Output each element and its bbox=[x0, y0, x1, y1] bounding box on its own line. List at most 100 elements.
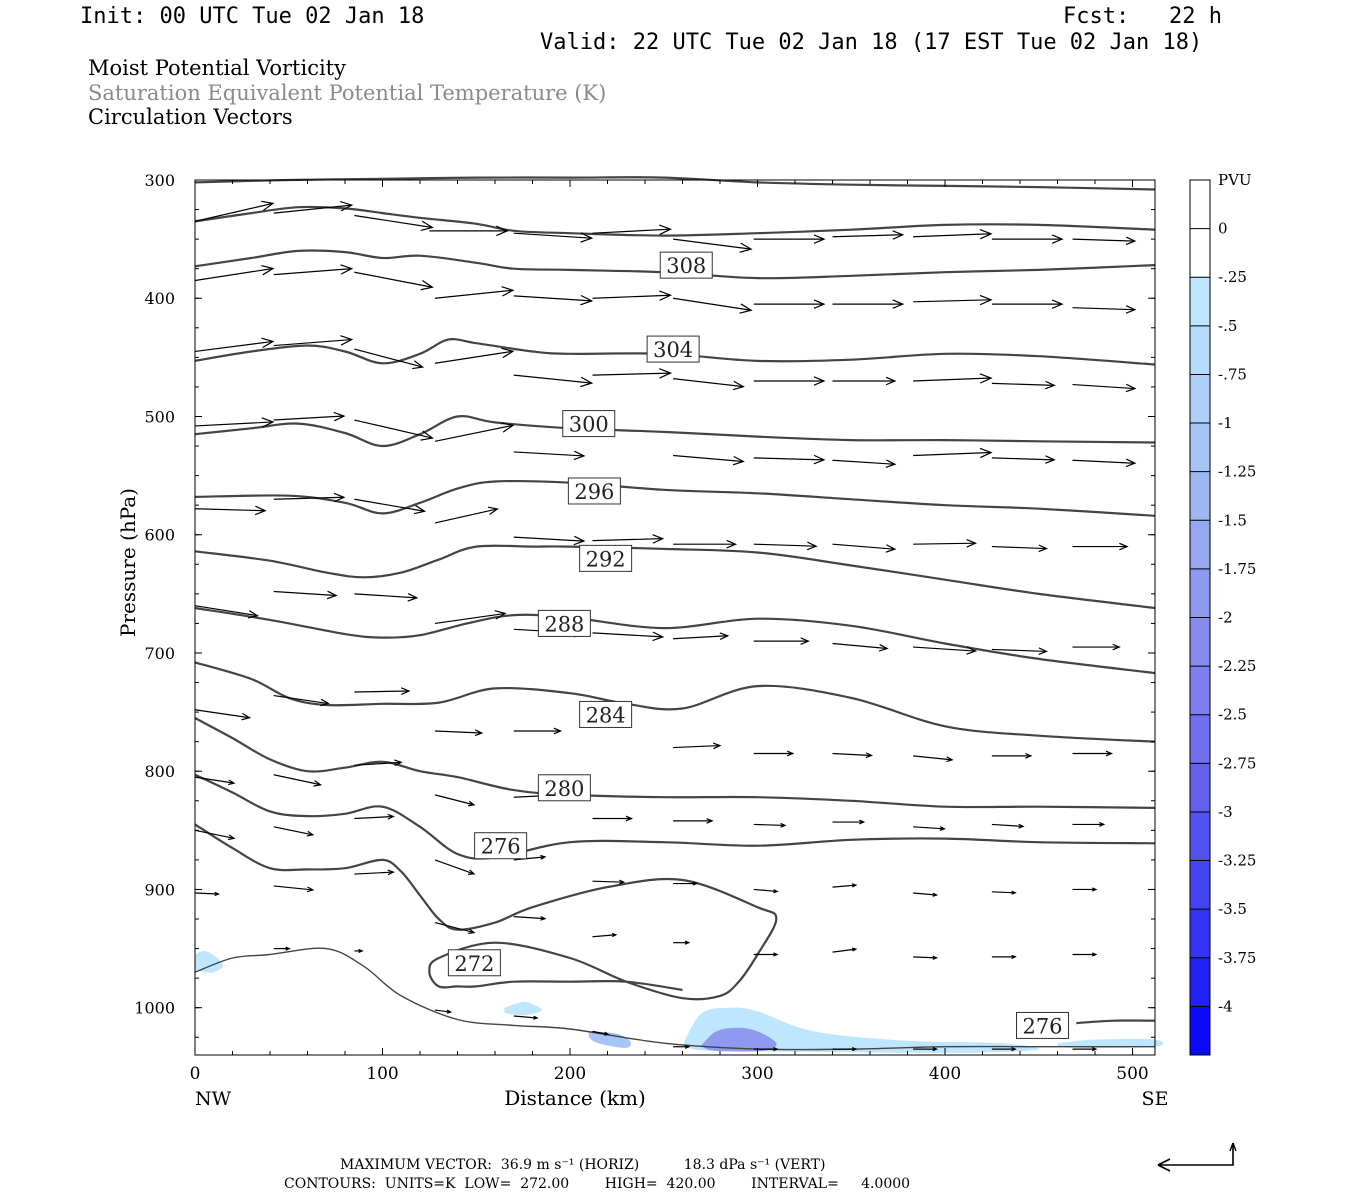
circulation-vector bbox=[592, 815, 634, 822]
circulation-vector bbox=[592, 534, 665, 544]
circulation-vector bbox=[832, 376, 897, 386]
y-tick-label: 400 bbox=[144, 289, 175, 308]
colorbar-swatch bbox=[1190, 228, 1210, 278]
circulation-vector bbox=[273, 885, 315, 893]
forecast-hour: Fcst: 22 h bbox=[1063, 4, 1222, 29]
y-axis-title: Pressure (hPa) bbox=[116, 488, 140, 637]
circulation-vector bbox=[194, 829, 236, 841]
circulation-vector bbox=[434, 794, 476, 807]
circulation-vector bbox=[354, 419, 434, 441]
circulation-vector bbox=[434, 1009, 453, 1014]
circulation-vector bbox=[913, 228, 993, 240]
circulation-vector bbox=[434, 347, 515, 364]
circulation-vector bbox=[354, 271, 434, 291]
colorbar-level-label: -4 bbox=[1218, 997, 1233, 1015]
circulation-vector bbox=[513, 1015, 539, 1020]
colorbar: PVU 0 -.25 -.5 -.75 -1 -1.25 -1.5 -1.75 -2 -2.25 -2… bbox=[1189, 171, 1256, 1056]
circulation-vector bbox=[194, 200, 275, 222]
circulation-vector bbox=[513, 374, 594, 388]
circulation-vector bbox=[1072, 750, 1114, 757]
circulation-vector bbox=[673, 742, 722, 750]
theta-es-contour-280 bbox=[194, 717, 1156, 809]
colorbar-swatch bbox=[1190, 957, 1210, 1007]
circulation-vector bbox=[753, 952, 779, 957]
circulation-vector bbox=[991, 752, 1033, 759]
circulation-vector bbox=[592, 932, 618, 938]
circulation-vector bbox=[513, 727, 563, 735]
colorbar-level-label: -.5 bbox=[1218, 317, 1237, 335]
circulation-vector bbox=[513, 294, 594, 306]
circulation-vector bbox=[273, 264, 354, 276]
colorbar-level-label: -.75 bbox=[1218, 365, 1247, 383]
circulation-vector bbox=[753, 299, 826, 309]
circulation-vector bbox=[753, 376, 826, 386]
contour-label: 308 bbox=[666, 254, 706, 278]
theta-es-contour-312 bbox=[194, 176, 1156, 191]
colorbar-swatch bbox=[1190, 714, 1210, 764]
circulation-vector bbox=[513, 535, 586, 546]
theta-es-contour-296 bbox=[194, 479, 1156, 517]
colorbar-swatch bbox=[1190, 860, 1210, 910]
circulation-vector bbox=[913, 892, 939, 897]
circulation-vector bbox=[273, 590, 338, 600]
circulation-vector bbox=[673, 454, 745, 466]
circulation-vector bbox=[1072, 1046, 1098, 1052]
circulation-vector bbox=[354, 593, 419, 602]
circulation-vector bbox=[434, 422, 515, 442]
colorbar-swatch bbox=[1190, 666, 1210, 716]
circulation-vector bbox=[1072, 305, 1137, 314]
pv-patch-1 bbox=[504, 1001, 542, 1016]
se-label: SE bbox=[1142, 1088, 1169, 1110]
circulation-vector bbox=[1072, 458, 1137, 468]
valid-time: Valid: 22 UTC Tue 02 Jan 18 (17 EST Tue … bbox=[540, 30, 1203, 55]
circulation-vector bbox=[194, 709, 252, 721]
circulation-vector bbox=[273, 411, 346, 422]
x-tick-label: 100 bbox=[366, 1064, 398, 1084]
max-vector-note: MAXIMUM VECTOR: 36.9 m s⁻¹ (HORIZ) 18.3 … bbox=[340, 1157, 826, 1173]
circulation-vector bbox=[513, 232, 594, 243]
circulation-vector bbox=[832, 947, 858, 953]
contour-label: 276 bbox=[481, 835, 521, 859]
contour-label: 300 bbox=[569, 413, 609, 437]
colorbar-swatch bbox=[1190, 617, 1210, 667]
circulation-vector bbox=[1072, 887, 1098, 892]
colorbar-level-label: -2.25 bbox=[1218, 657, 1256, 675]
contour-label: 280 bbox=[544, 777, 584, 801]
circulation-vector bbox=[194, 337, 275, 353]
y-tick-label: 800 bbox=[144, 762, 175, 781]
circulation-vector bbox=[913, 373, 993, 384]
x-tick-label: 500 bbox=[1116, 1064, 1148, 1084]
x-tick-label: 200 bbox=[554, 1064, 586, 1084]
circulation-vector bbox=[513, 854, 547, 861]
circulation-vector bbox=[991, 455, 1056, 464]
circulation-vector bbox=[1072, 383, 1137, 393]
colorbar-level-label: -1.75 bbox=[1218, 560, 1256, 578]
x-axis-title: Distance (km) bbox=[504, 1086, 646, 1110]
pv-shading-layer bbox=[195, 950, 1164, 1053]
circulation-vector bbox=[194, 264, 275, 282]
circulation-vector bbox=[991, 647, 1049, 655]
circulation-vector bbox=[513, 450, 586, 461]
colorbar-swatch bbox=[1190, 471, 1210, 521]
circulation-vector bbox=[673, 817, 714, 824]
circulation-vector bbox=[1072, 542, 1129, 551]
colorbar-level-label: -1.25 bbox=[1218, 463, 1256, 481]
colorbar-level-label: -1 bbox=[1218, 414, 1233, 432]
theta-es-contour-300 bbox=[194, 414, 1156, 448]
contour-label-box bbox=[562, 410, 616, 438]
colorbar-level-label: 0 bbox=[1218, 220, 1228, 238]
circulation-vector bbox=[273, 201, 354, 214]
colorbar-units: PVU bbox=[1218, 171, 1252, 189]
axis-layer: 300 400 500 600 700 800 900 1000 0 100 200 300 400 50… bbox=[116, 171, 1168, 1110]
circulation-vector bbox=[1072, 952, 1098, 957]
circulation-vector bbox=[354, 498, 427, 515]
contour-label: 292 bbox=[586, 547, 626, 571]
circulation-vector bbox=[354, 813, 395, 820]
circulation-vector bbox=[991, 299, 1064, 309]
circulation-vector bbox=[753, 888, 779, 894]
contour-label-box bbox=[567, 477, 621, 505]
colorbar-swatch bbox=[1190, 763, 1210, 813]
theta-es-contour-304 bbox=[194, 338, 1156, 366]
colorbar-level-label: -2 bbox=[1218, 609, 1233, 627]
